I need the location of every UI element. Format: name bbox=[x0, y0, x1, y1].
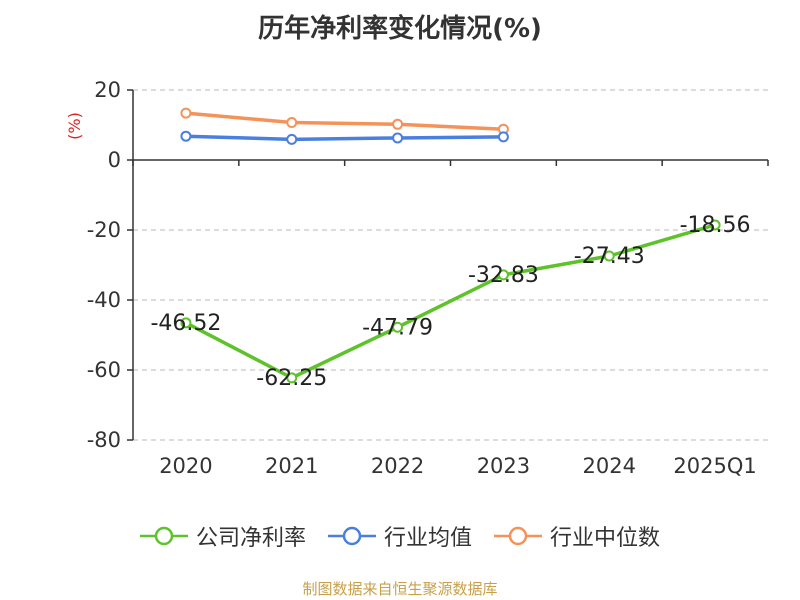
legend-marker bbox=[508, 526, 528, 546]
source-note: 制图数据来自恒生聚源数据库 bbox=[302, 580, 498, 598]
data-point bbox=[286, 133, 298, 145]
x-tick-label: 2020 bbox=[159, 454, 212, 478]
series-line bbox=[185, 223, 716, 380]
y-tick-label: -20 bbox=[87, 218, 121, 242]
legend-symbol bbox=[327, 526, 376, 546]
data-point bbox=[180, 130, 192, 142]
y-tick-label: 20 bbox=[94, 78, 121, 102]
data-labels: -46.52 -62.25 -47.79 -32.83 -27.43 -18.56 bbox=[150, 213, 750, 391]
data-point bbox=[392, 321, 404, 333]
data-point bbox=[286, 117, 298, 129]
grid-lines bbox=[133, 89, 768, 441]
legend-item: 公司净利率 bbox=[139, 520, 306, 552]
y-axis-label: (%) bbox=[65, 112, 84, 140]
legend-label: 行业均值 bbox=[383, 526, 472, 551]
legend-marker bbox=[154, 526, 174, 546]
chart-title: 历年净利率变化情况(%) bbox=[258, 14, 542, 44]
x-tick-label: 2022 bbox=[371, 454, 424, 478]
data-point bbox=[709, 219, 721, 231]
data-label: -27.43 bbox=[574, 244, 645, 269]
x-tick-label: 2023 bbox=[477, 454, 530, 478]
data-point bbox=[392, 118, 404, 130]
series-line bbox=[185, 111, 504, 131]
legend-marker bbox=[342, 526, 362, 546]
legend-symbol bbox=[139, 526, 188, 546]
series-line bbox=[185, 134, 504, 142]
data-label: -47.79 bbox=[362, 315, 433, 340]
data-point bbox=[180, 317, 192, 329]
data-point bbox=[286, 372, 298, 384]
data-point bbox=[603, 250, 615, 262]
legend-symbol bbox=[494, 526, 542, 546]
axes: 20 0 -20 -40 -60 -80 2020 2021 2022 2023 2024 2025Q… bbox=[65, 78, 769, 478]
data-point bbox=[497, 131, 509, 143]
data-point bbox=[392, 132, 404, 144]
data-label: -18.56 bbox=[680, 213, 751, 238]
data-label: -46.52 bbox=[150, 311, 221, 336]
x-tick-label: 2024 bbox=[583, 454, 636, 478]
y-tick-label: 0 bbox=[108, 148, 121, 172]
x-tick-label: 2025Q1 bbox=[673, 454, 756, 478]
legend-item: 行业中位数 bbox=[494, 520, 660, 552]
legend-label: 公司净利率 bbox=[195, 526, 306, 551]
data-label: -32.83 bbox=[468, 263, 539, 288]
y-tick-label: -60 bbox=[87, 358, 121, 382]
y-tick-label: -40 bbox=[87, 288, 121, 312]
legend-label: 行业中位数 bbox=[550, 526, 661, 551]
legend: 公司净利率 行业均值 行业中位数 bbox=[0, 518, 800, 554]
data-point bbox=[180, 107, 192, 119]
series-lines bbox=[180, 107, 721, 384]
data-label: -62.25 bbox=[256, 366, 327, 391]
legend-item: 行业均值 bbox=[327, 520, 472, 552]
x-tick-label: 2021 bbox=[265, 454, 318, 478]
y-tick-label: -80 bbox=[87, 428, 121, 452]
data-point bbox=[497, 269, 509, 281]
